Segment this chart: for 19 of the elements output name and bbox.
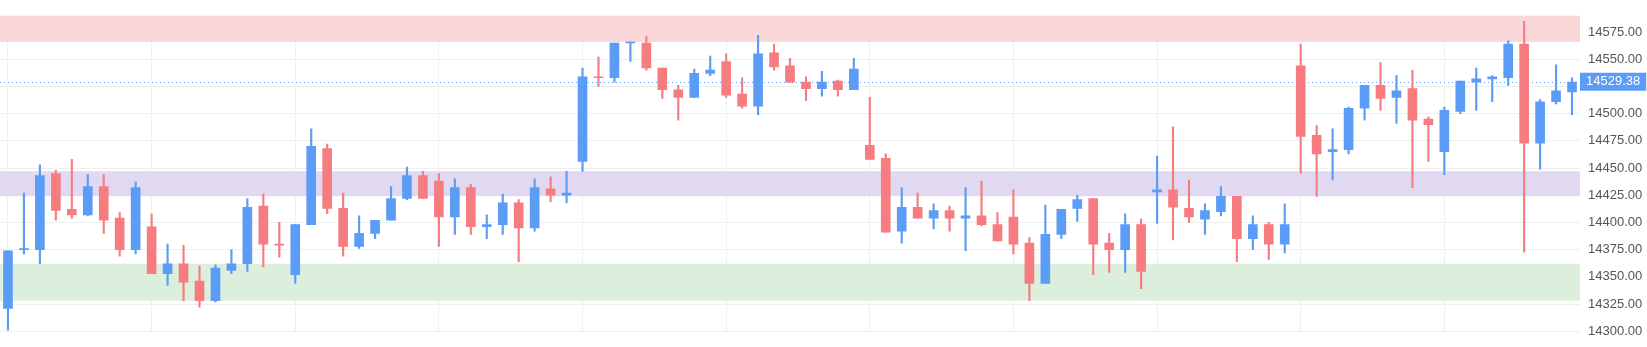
candlestick (162, 243, 173, 286)
candlestick (1375, 62, 1386, 111)
y-tick-label: 14500.00 (1588, 105, 1643, 121)
y-tick-label: 14450.00 (1588, 159, 1643, 175)
y-tick-label: 14550.00 (1588, 50, 1643, 66)
candlestick (593, 56, 604, 87)
candlestick (561, 171, 572, 204)
y-tick-label: 14400.00 (1588, 214, 1643, 230)
candlestick (1407, 69, 1418, 188)
y-tick-label: 14425.00 (1588, 186, 1643, 202)
candlestick (976, 180, 987, 227)
y-tick-label: 14350.00 (1588, 268, 1643, 284)
y-tick-label: 14575.00 (1588, 23, 1643, 39)
y-tick-label: 14325.00 (1588, 295, 1643, 311)
ref-line-label: 14529.38 (1586, 73, 1641, 89)
candlestick (1391, 75, 1402, 124)
y-tick-label: 14475.00 (1588, 132, 1643, 148)
y-tick-label: 14375.00 (1588, 241, 1643, 257)
y-tick-label: 14300.00 (1588, 322, 1643, 338)
